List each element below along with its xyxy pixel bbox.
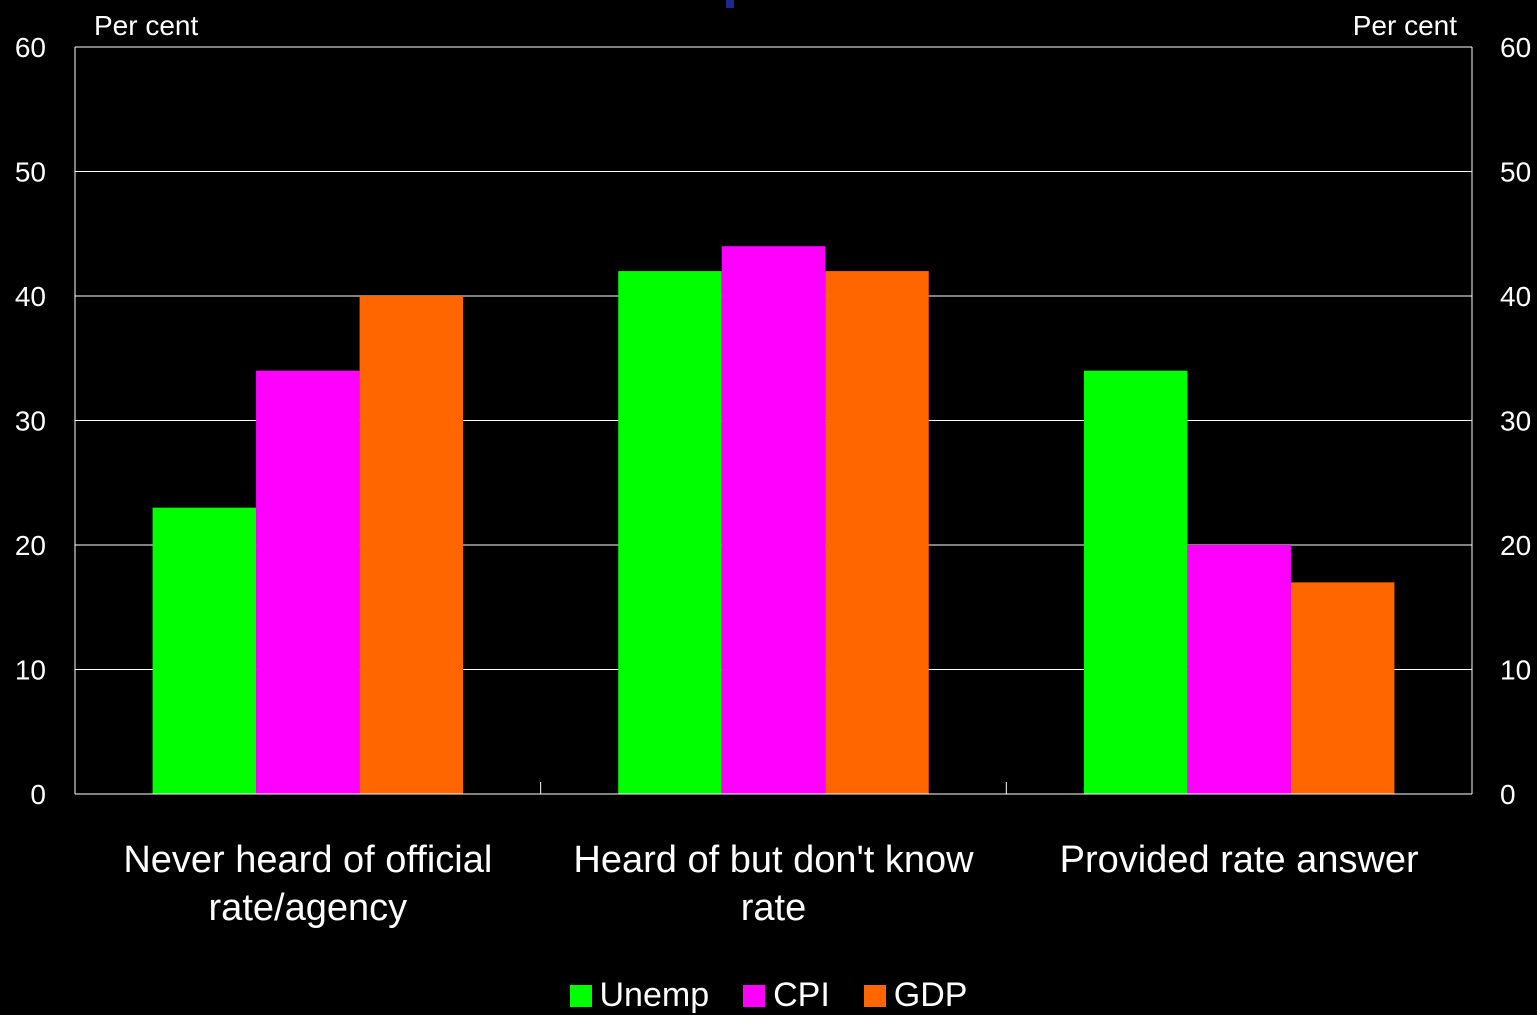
bar-gdp-0	[359, 296, 464, 794]
y-tick-label-left: 10	[15, 655, 46, 686]
left-axis-unit-label: Per cent	[94, 10, 199, 41]
y-tick-label-right: 50	[1500, 157, 1531, 188]
category-label-line: rate/agency	[208, 887, 408, 929]
bar-unemp-0	[152, 507, 257, 794]
bar-unemp-2	[1083, 370, 1188, 794]
category-label-line: rate	[740, 887, 807, 929]
y-tick-label-right: 0	[1500, 779, 1516, 810]
bar-cpi-1	[721, 246, 826, 794]
y-tick-label-left: 50	[15, 157, 46, 188]
legend-swatch	[569, 984, 592, 1007]
y-tick-label-left: 40	[15, 281, 46, 312]
y-tick-label-right: 10	[1500, 655, 1531, 686]
y-tick-label-right: 30	[1500, 406, 1531, 437]
y-tick-label-left: 60	[15, 32, 46, 63]
bar-gdp-2	[1290, 582, 1395, 794]
category-label: Provided rate answer	[1009, 836, 1469, 884]
bar-unemp-1	[618, 271, 722, 795]
legend-label: CPI	[773, 976, 830, 1014]
y-tick-label-right: 20	[1500, 530, 1531, 561]
legend: Unemp CPI GDP	[0, 976, 1537, 1015]
legend-label: GDP	[893, 976, 968, 1014]
y-tick-label-left: 30	[15, 406, 46, 437]
legend-swatch	[863, 984, 886, 1007]
right-axis-unit-label: Per cent	[1352, 10, 1457, 41]
y-tick-label-right: 60	[1500, 32, 1531, 63]
bar-cpi-2	[1187, 545, 1291, 794]
legend-item-unemp: Unemp	[569, 976, 710, 1015]
bar-cpi-0	[256, 370, 360, 794]
category-label: Never heard of official rate/agency	[78, 836, 538, 932]
category-label-line: Heard of but don't know	[573, 839, 974, 881]
legend-label: Unemp	[599, 976, 710, 1014]
title-fragment	[726, 0, 734, 8]
legend-swatch	[743, 984, 766, 1007]
y-tick-label-left: 20	[15, 530, 46, 561]
category-label-line: Never heard of official	[123, 839, 493, 881]
y-tick-label-right: 40	[1500, 281, 1531, 312]
category-label: Heard of but don't know rate	[544, 836, 1004, 932]
y-tick-label-left: 0	[30, 779, 46, 810]
legend-item-gdp: GDP	[863, 976, 968, 1015]
bar-gdp-1	[825, 271, 929, 795]
legend-item-cpi: CPI	[743, 976, 830, 1015]
category-label-line: Provided rate answer	[1059, 839, 1419, 881]
